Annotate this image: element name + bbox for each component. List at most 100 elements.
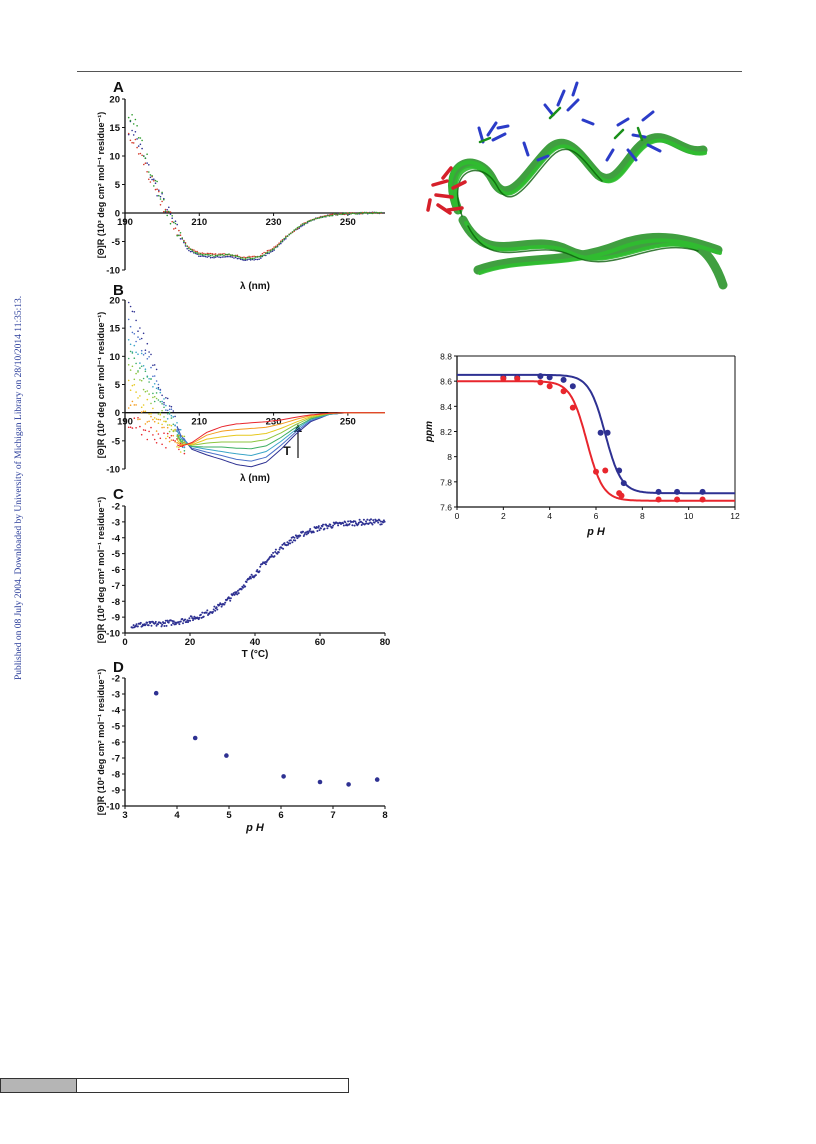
x-tick-label: 2 [501,511,506,521]
data-point [158,189,160,191]
data-point [165,397,167,399]
data-point [174,424,176,427]
data-point [275,245,277,248]
data-point [179,438,182,441]
data-point [569,404,576,411]
data-point [192,735,198,741]
data-point [166,424,169,426]
data-point [188,246,190,248]
data-point [153,438,156,441]
x-tick-label: 210 [191,217,207,228]
data-point [224,753,229,758]
y-tick-label: 7.8 [440,477,452,487]
data-point [174,220,177,222]
data-point [537,373,544,380]
data-point [147,624,150,627]
data-point [159,195,162,198]
data-point [157,623,159,626]
data-point [347,520,350,523]
data-point [183,435,186,438]
data-point [348,212,351,214]
data-point [129,325,132,328]
data-point [141,139,143,142]
data-point [500,375,507,382]
data-point [163,426,165,429]
data-point [233,254,235,257]
data-point [278,548,281,551]
x-tick-label: 0 [122,637,127,648]
data-point [618,492,625,499]
data-point [266,249,269,252]
y-tick-label: -9 [112,786,120,797]
data-point [131,331,134,334]
data-point [338,213,341,215]
data-point [168,210,170,213]
data-point [153,178,155,180]
data-point [179,232,182,234]
data-point [302,535,305,537]
data-point [318,217,321,219]
data-point [350,213,352,215]
data-point [155,624,158,627]
data-point [229,599,232,602]
data-point [219,254,222,256]
data-point [137,417,139,419]
data-point [196,253,198,255]
data-point [168,436,171,439]
data-point [137,153,140,155]
data-point [380,523,383,526]
data-point [191,249,193,252]
data-point [140,337,143,340]
data-point [170,424,173,427]
panel-label: A [113,79,124,96]
data-point [196,252,198,254]
data-point [179,451,182,453]
data-point [127,407,130,409]
data-point [331,214,334,217]
data-point [323,527,326,530]
data-point [316,530,319,532]
y-tick-label: -3 [112,517,120,528]
data-point [148,164,150,166]
data-point [280,546,283,549]
data-point [281,543,284,546]
data-point [206,254,209,256]
panel-label: B [113,282,124,299]
data-point [281,774,286,779]
data-point [161,394,163,397]
y-tick-label: 5 [115,380,121,391]
data-point [655,496,662,503]
data-point [154,620,157,623]
data-point [244,258,247,260]
data-point [148,420,150,423]
data-point [233,257,235,259]
data-point [166,397,169,400]
data-point [203,255,205,258]
fit-curve [457,380,735,502]
data-point [360,212,362,214]
data-point [231,254,234,256]
x-tick-label: 0 [455,511,460,521]
data-point [380,211,382,214]
data-point [139,143,142,146]
data-point [301,223,304,225]
data-point [176,422,178,424]
data-point [295,228,297,230]
data-point [243,258,245,260]
data-point [211,256,214,259]
data-point [248,258,250,261]
data-point [135,340,137,343]
data-point [144,623,147,626]
data-point [198,616,201,619]
data-point [189,248,192,250]
y-tick-label: -7 [112,754,120,765]
data-point [260,254,262,257]
data-point [346,782,351,787]
data-point [157,386,160,389]
data-point [244,585,247,588]
data-point [142,404,145,406]
data-point [245,581,248,583]
data-point [325,215,327,218]
data-point [342,524,345,527]
data-point [560,388,567,395]
